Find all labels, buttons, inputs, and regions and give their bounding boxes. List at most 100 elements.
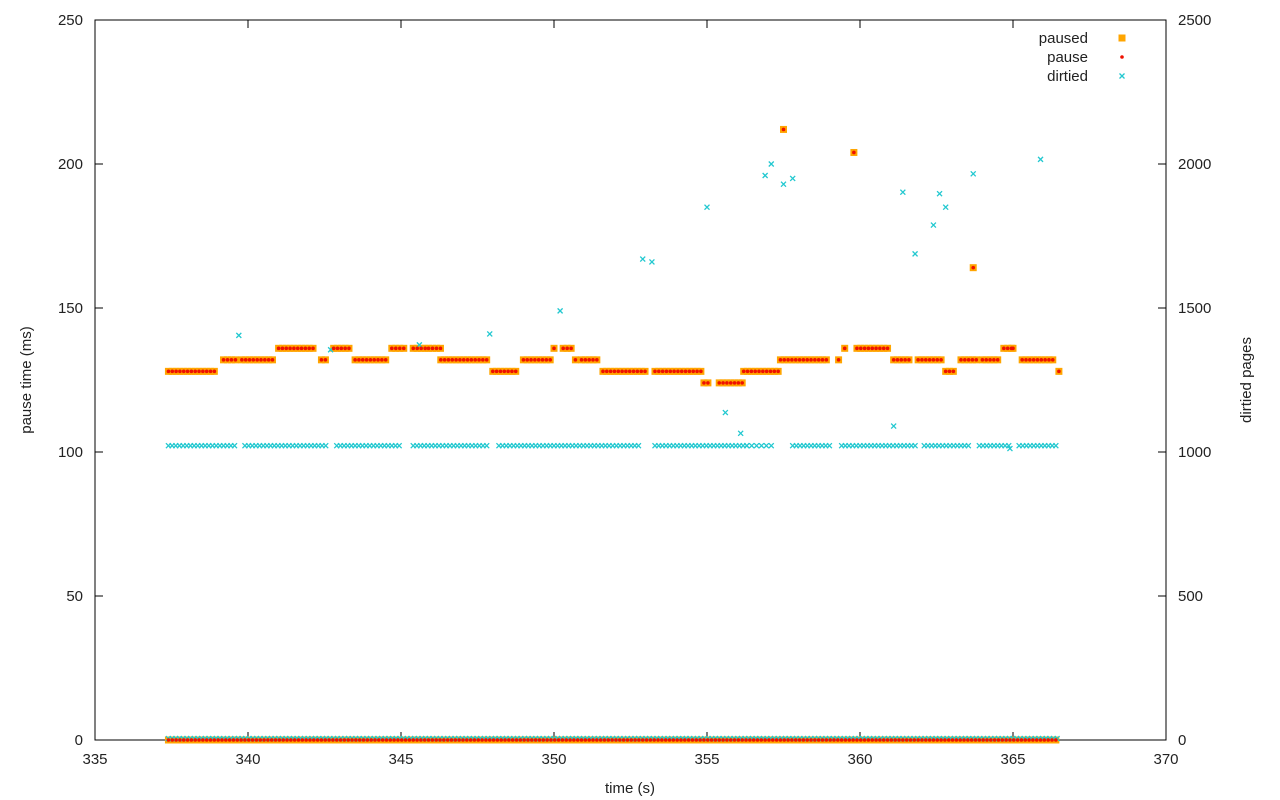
plot-frame [94,19,1167,741]
pause-point [774,738,779,742]
pause-point [713,738,718,742]
pause-point [380,358,384,362]
pause-point [809,358,813,362]
pause-point [668,369,673,374]
pause-point [331,346,336,351]
pause-point [510,738,515,742]
pause-point [836,738,840,742]
x-tick-label: 370 [1153,751,1178,768]
pause-point [801,358,806,362]
pause-point [426,346,431,351]
pause-point [208,738,213,742]
pause-point [536,358,541,362]
y-tick-label: 150 [58,300,83,317]
pause-point [683,369,688,374]
pause-point [912,738,917,742]
y2-tick-label: 500 [1178,588,1203,605]
legend-marker-pause [1120,55,1124,59]
dirtied-point [322,442,329,449]
pause-point [495,738,500,742]
y2-tick-label: 1500 [1178,300,1211,317]
pause-point [270,358,275,362]
pause-point [643,369,647,374]
pause-point [548,358,552,362]
pause-point [824,738,829,742]
pause-point [598,738,603,742]
pause-point [212,369,217,374]
pause-point [813,738,817,742]
pause-point [805,358,810,362]
pause-point [1050,358,1055,362]
pause-point [346,738,351,742]
pause-point [296,738,301,742]
dirtied-point [753,442,760,449]
pause-point [426,738,431,742]
pause-point [392,738,396,742]
dirtied-point [762,172,769,179]
pause-point [323,358,328,362]
pause-point [233,358,238,362]
pause-point [984,358,989,362]
pause-point [709,738,714,742]
pause-point [419,738,423,742]
pause-point [484,358,489,362]
pause-point [480,738,484,742]
pause-point [1020,358,1024,362]
pause-point [544,358,549,362]
pause-point [801,738,806,742]
pause-point [963,358,967,362]
dirtied-point [635,442,642,449]
pause-point [595,358,599,362]
pause-point [189,738,194,742]
pause-point [225,358,230,362]
pause-point [170,738,175,742]
pause-point [744,738,748,742]
pause-point [866,346,871,351]
pause-point [583,358,588,362]
pause-point [683,738,687,742]
pause-point [627,369,632,374]
pause-point [824,358,829,362]
pause-point [602,738,607,742]
pause-point [625,738,630,742]
pause-point [411,346,416,351]
pause-point [843,738,848,742]
pause-point [446,358,451,362]
dirtied-point [486,330,493,337]
dirtied-point [396,442,403,449]
pause-point [847,738,852,742]
pause-point [383,358,388,362]
pause-point [891,358,896,362]
pause-point [778,358,783,362]
pause-point [518,738,523,742]
pause-point [663,738,668,742]
dirtied-point [722,409,729,416]
pause-point [174,738,178,742]
pause-point [343,346,347,351]
pause-point [1019,738,1024,742]
pause-point [181,369,186,374]
pause-point [725,381,729,385]
legend-marker-paused [1118,34,1126,42]
pause-point [691,369,696,374]
pause-point [959,358,963,362]
dirtied-point [639,256,646,262]
y2-axis-label: dirtied pages [1238,337,1255,423]
pause-point [836,358,841,362]
pause-point [397,346,402,351]
pause-point [239,738,243,742]
pause-point [506,369,510,374]
dirtied-point [557,307,564,314]
pause-point [969,738,974,742]
pause-point [996,738,1001,742]
pause-point [487,738,492,742]
pause-point [1054,738,1058,742]
pause-point [401,346,406,351]
pause-point [556,738,561,742]
pause-point [790,358,794,362]
pause-point [617,738,622,742]
pause-point [676,369,680,374]
pause-point [533,358,537,362]
pause-point [927,738,932,742]
dirtied-point [231,442,238,449]
